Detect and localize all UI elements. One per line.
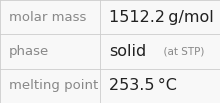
- Text: molar mass: molar mass: [9, 11, 86, 24]
- Text: (at STP): (at STP): [157, 46, 204, 57]
- Text: melting point: melting point: [9, 79, 98, 92]
- Text: solid: solid: [109, 44, 146, 59]
- Text: 253.5 °C: 253.5 °C: [109, 78, 177, 93]
- Text: phase: phase: [9, 45, 49, 58]
- Text: 1512.2 g/mol: 1512.2 g/mol: [109, 10, 214, 25]
